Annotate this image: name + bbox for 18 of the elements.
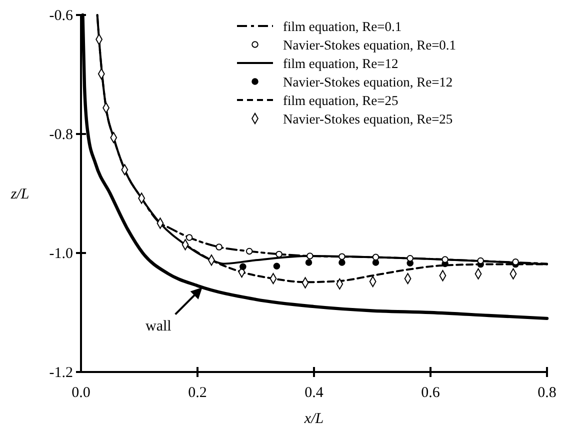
legend-label: film equation, Re=0.1 (283, 19, 402, 34)
x-axis-title: x/L (303, 411, 324, 427)
legend-label: Navier-Stokes equation, Re=0.1 (283, 38, 456, 52)
x-tick-label: 0.6 (421, 385, 440, 401)
x-tick-label: 0.2 (188, 385, 207, 401)
annotation: wall (145, 318, 172, 334)
x-tick-label: 0.4 (304, 385, 324, 401)
y-tick-label: -0.6 (49, 8, 74, 24)
legend-label: Navier-Stokes equation, Re=25 (283, 112, 453, 126)
x-tick-label: 0.0 (72, 385, 90, 401)
legend-label: Navier-Stokes equation, Re=12 (283, 74, 453, 90)
legend-label: film equation, Re=25 (283, 93, 398, 108)
y-tick-label: -0.8 (49, 127, 73, 143)
y-tick-label: -1.0 (49, 246, 73, 262)
y-tick-label: -1.2 (49, 365, 73, 381)
legend-label: film equation, Re=12 (283, 56, 398, 71)
y-axis-title: z/L (10, 186, 30, 202)
x-tick-label: 0.8 (538, 385, 556, 401)
